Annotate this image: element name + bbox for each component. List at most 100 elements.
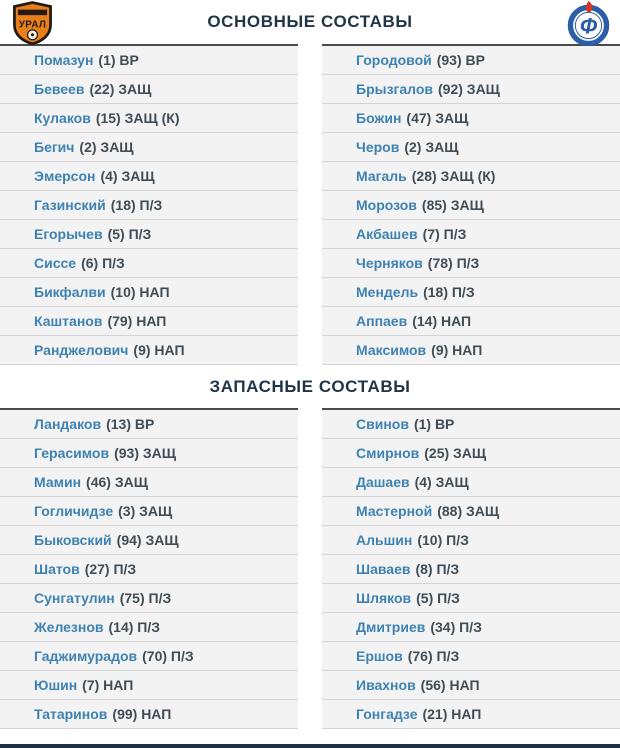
player-number-position: (3) ЗАЩ xyxy=(118,503,173,519)
player-row: Каштанов (79) НАП xyxy=(0,307,298,336)
player-name-link[interactable]: Акбашев xyxy=(356,226,418,242)
player-name-link[interactable]: Бегич xyxy=(34,139,75,155)
player-name-link[interactable]: Быковский xyxy=(34,532,112,548)
player-name-link[interactable]: Морозов xyxy=(356,197,417,213)
player-name-link[interactable]: Татаринов xyxy=(34,706,108,722)
player-name-link[interactable]: Сиссе xyxy=(34,255,77,271)
player-name-link[interactable]: Мендель xyxy=(356,284,419,300)
player-name-link[interactable]: Мастерной xyxy=(356,503,433,519)
player-name-link[interactable]: Бевеев xyxy=(34,81,85,97)
player-row: Магаль (28) ЗАЩ (К) xyxy=(322,162,620,191)
away-main-lineup-table: Городовой (93) ВР Брызгалов (92) ЗАЩ Бож… xyxy=(322,44,620,365)
player-row: Кулаков (15) ЗАЩ (К) xyxy=(0,104,298,133)
player-row: Шаваев (8) П/З xyxy=(322,555,620,584)
player-name-link[interactable]: Максимов xyxy=(356,342,427,358)
main-lineups-title: ОСНОВНЫЕ СОСТАВЫ xyxy=(207,12,413,31)
player-number-position: (6) П/З xyxy=(81,255,125,271)
player-name-link[interactable]: Шаваев xyxy=(356,561,411,577)
subs-lineups-title: ЗАПАСНЫЕ СОСТАВЫ xyxy=(209,376,411,396)
player-number-position: (2) ЗАЩ xyxy=(79,139,134,155)
player-name-link[interactable]: Магаль xyxy=(356,168,407,184)
player-name-link[interactable]: Гогличидзе xyxy=(34,503,114,519)
player-name-link[interactable]: Каштанов xyxy=(34,313,103,329)
player-row: Свинов (1) ВР xyxy=(322,410,620,439)
player-number-position: (56) НАП xyxy=(420,677,480,693)
player-row: Ранджелович (9) НАП xyxy=(0,336,298,365)
player-number-position: (8) П/З xyxy=(415,561,460,577)
player-name-link[interactable]: Железнов xyxy=(34,619,104,635)
player-number-position: (99) НАП xyxy=(112,706,172,722)
player-row: Сунгатулин (75) П/З xyxy=(0,584,298,613)
player-row: Бикфалви (10) НАП xyxy=(0,278,298,307)
player-number-position: (88) ЗАЩ xyxy=(437,503,500,519)
player-number-position: (85) ЗАЩ xyxy=(421,197,484,213)
player-name-link[interactable]: Ивахнов xyxy=(356,677,416,693)
player-row: Морозов (85) ЗАЩ xyxy=(322,191,620,220)
player-name-link[interactable]: Дашаев xyxy=(356,474,410,490)
player-row: Помазун (1) ВР xyxy=(0,46,298,75)
player-number-position: (78) П/З xyxy=(427,255,480,271)
player-name-link[interactable]: Бикфалви xyxy=(34,284,106,300)
player-name-link[interactable]: Егорычев xyxy=(34,226,103,242)
player-row: Егорычев (5) П/З xyxy=(0,220,298,249)
player-name-link[interactable]: Кулаков xyxy=(34,110,91,126)
player-name-link[interactable]: Гаджимурадов xyxy=(34,648,138,664)
away-subs-lineup-table: Свинов (1) ВР Смирнов (25) ЗАЩ Дашаев (4… xyxy=(322,408,620,729)
player-number-position: (14) НАП xyxy=(412,313,472,329)
player-name-link[interactable]: Городовой xyxy=(356,52,432,68)
player-row: Городовой (93) ВР xyxy=(322,46,620,75)
player-name-link[interactable]: Альшин xyxy=(356,532,413,548)
player-number-position: (34) П/З xyxy=(430,619,482,635)
player-name-link[interactable]: Герасимов xyxy=(34,445,110,461)
player-number-position: (7) П/З xyxy=(422,226,467,242)
player-row: Черов (2) ЗАЩ xyxy=(322,133,620,162)
player-name-link[interactable]: Ершов xyxy=(356,648,403,664)
player-name-link[interactable]: Свинов xyxy=(356,416,409,432)
home-subs-lineup-table: Ландаков (13) ВР Герасимов (93) ЗАЩ Мами… xyxy=(0,408,298,729)
player-name-link[interactable]: Черов xyxy=(356,139,400,155)
player-number-position: (46) ЗАЩ xyxy=(86,474,148,490)
player-name-link[interactable]: Шатов xyxy=(34,561,80,577)
player-row: Дмитриев (34) П/З xyxy=(322,613,620,642)
player-number-position: (79) НАП xyxy=(107,313,167,329)
player-number-position: (75) П/З xyxy=(119,590,172,606)
player-name-link[interactable]: Юшин xyxy=(34,677,78,693)
player-number-position: (2) ЗАЩ xyxy=(404,139,459,155)
player-name-link[interactable]: Дмитриев xyxy=(356,619,426,635)
player-row: Шляков (5) П/З xyxy=(322,584,620,613)
player-name-link[interactable]: Смирнов xyxy=(356,445,420,461)
player-number-position: (94) ЗАЩ xyxy=(116,532,179,548)
player-row: Мендель (18) П/З xyxy=(322,278,620,307)
player-name-link[interactable]: Мамин xyxy=(34,474,82,490)
player-row: Юшин (7) НАП xyxy=(0,671,298,700)
player-number-position: (76) П/З xyxy=(407,648,460,664)
player-number-position: (93) ЗАЩ xyxy=(114,445,177,461)
subs-lineups-header: ЗАПАСНЫЕ СОСТАВЫ xyxy=(0,365,620,408)
player-number-position: (4) ЗАЩ xyxy=(414,474,469,490)
player-name-link[interactable]: Сунгатулин xyxy=(34,590,115,606)
player-number-position: (28) ЗАЩ (К) xyxy=(411,168,496,184)
player-name-link[interactable]: Ранджелович xyxy=(34,342,129,358)
player-row: Шатов (27) П/З xyxy=(0,555,298,584)
player-name-link[interactable]: Ландаков xyxy=(34,416,102,432)
player-number-position: (5) П/З xyxy=(107,226,152,242)
player-name-link[interactable]: Аппаев xyxy=(356,313,408,329)
player-name-link[interactable]: Газинский xyxy=(34,197,106,213)
player-number-position: (9) НАП xyxy=(133,342,185,358)
player-name-link[interactable]: Шляков xyxy=(356,590,412,606)
player-number-position: (5) П/З xyxy=(416,590,460,606)
fakel-crest-icon: Ф xyxy=(564,0,613,51)
player-name-link[interactable]: Гонгадзе xyxy=(356,706,418,722)
player-name-link[interactable]: Эмерсон xyxy=(34,168,96,184)
player-name-link[interactable]: Помазун xyxy=(34,52,94,68)
player-name-link[interactable]: Брызгалов xyxy=(356,81,434,97)
player-name-link[interactable]: Черняков xyxy=(356,255,423,271)
player-row: Гонгадзе (21) НАП xyxy=(322,700,620,729)
player-row: Максимов (9) НАП xyxy=(322,336,620,365)
player-number-position: (10) П/З xyxy=(417,532,469,548)
player-number-position: (15) ЗАЩ (К) xyxy=(95,110,180,126)
main-lineups-header: УРАЛ ОСНОВНЫЕ СОСТАВЫ Ф xyxy=(0,0,620,47)
player-number-position: (1) ВР xyxy=(98,52,139,68)
player-number-position: (22) ЗАЩ xyxy=(89,81,152,97)
player-name-link[interactable]: Божин xyxy=(356,110,402,126)
